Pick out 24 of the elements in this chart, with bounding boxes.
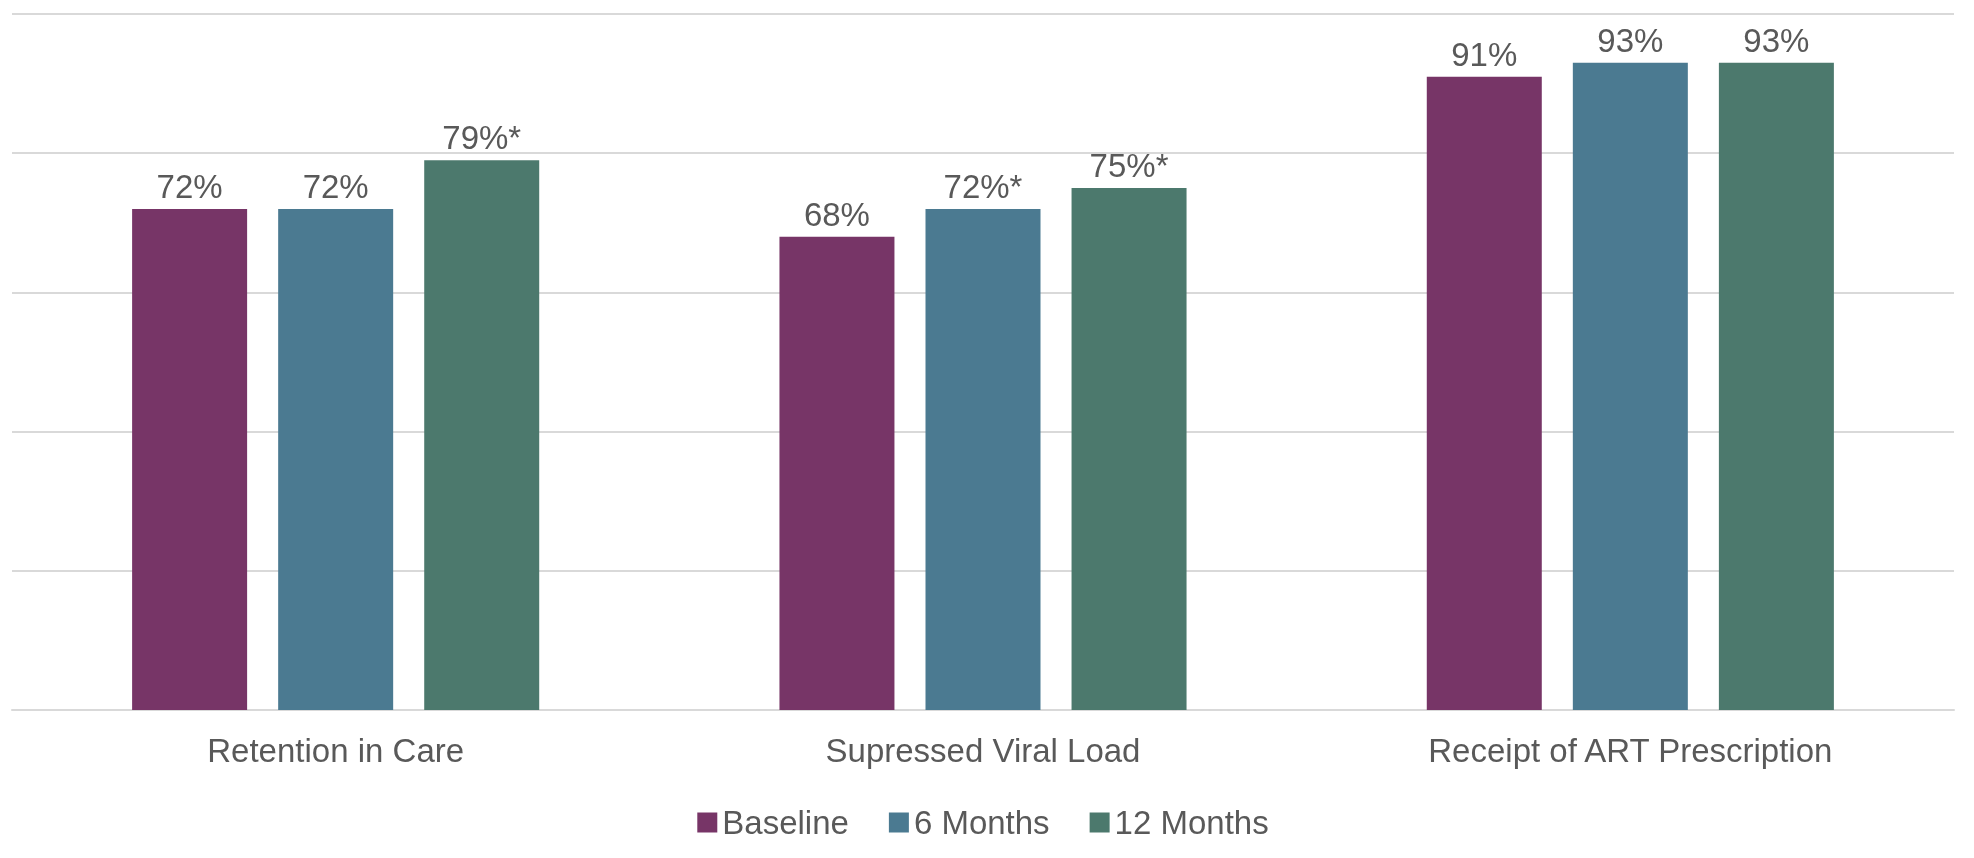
bar (278, 208, 394, 710)
bar (132, 208, 248, 710)
bar (779, 236, 895, 710)
data-label: 68% (803, 195, 870, 233)
data-label: 72% (302, 167, 369, 205)
data-label: 72%* (943, 167, 1023, 205)
bar (925, 208, 1041, 710)
data-label: 93% (1743, 21, 1810, 59)
x-tick-label: Receipt of ART Prescription (1428, 732, 1833, 769)
data-label: 75%* (1089, 147, 1169, 184)
legend-label: Baseline (722, 804, 849, 841)
data-label: 79%* (442, 119, 522, 157)
bar (1718, 62, 1834, 710)
legend-label: 12 Months (1114, 804, 1269, 841)
legend-label: 6 Months (913, 804, 1050, 841)
data-label: 91% (1451, 35, 1518, 73)
bar (1426, 76, 1542, 710)
bar (1572, 62, 1688, 710)
bar (1071, 188, 1187, 710)
data-label: 93% (1597, 21, 1664, 59)
bar (424, 160, 540, 710)
data-label: 72% (156, 167, 223, 205)
x-tick-label: Supressed Viral Load (825, 732, 1141, 769)
x-tick-label: Retention in Care (207, 732, 465, 769)
